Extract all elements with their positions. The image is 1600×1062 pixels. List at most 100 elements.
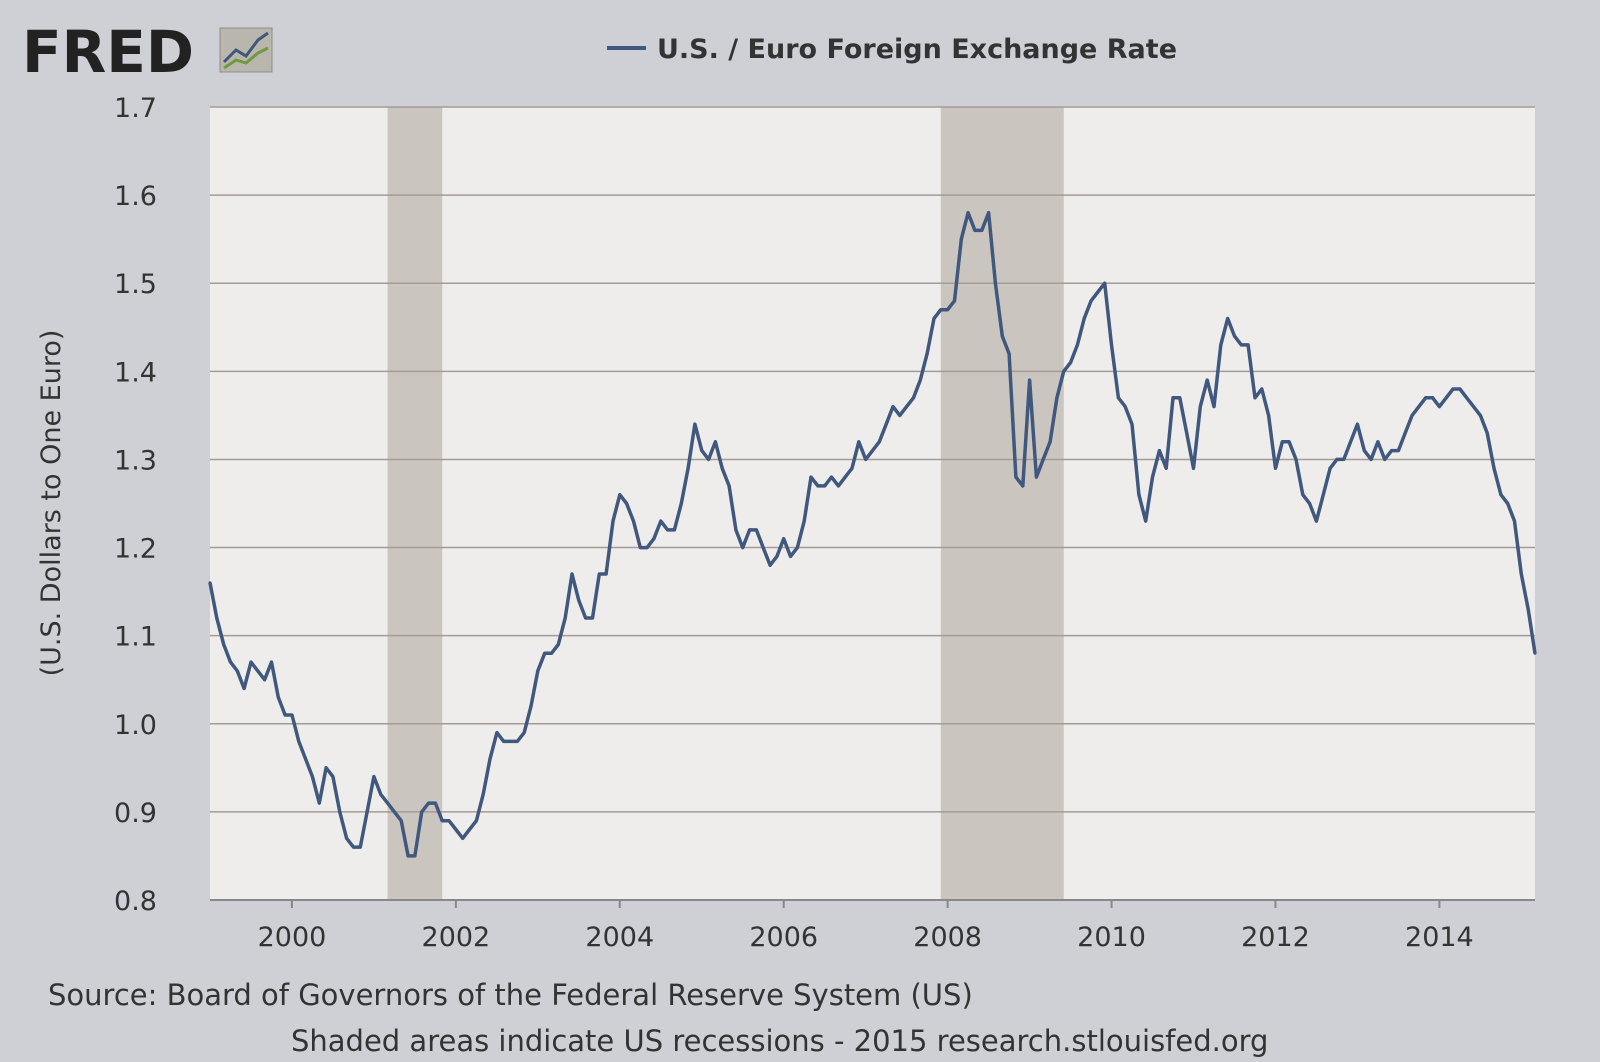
data-point [1349, 440, 1353, 444]
data-point [379, 792, 383, 796]
data-point [1157, 449, 1161, 453]
data-point [1048, 440, 1052, 444]
data-point [775, 554, 779, 558]
data-point [645, 546, 649, 550]
y-tick-label: 0.9 [114, 798, 157, 829]
y-tick-label: 0.8 [114, 886, 157, 917]
data-point [1123, 405, 1127, 409]
y-axis-ticks: 0.8 0.9 1.0 1.1 1.2 1.3 1.4 1.5 1.6 1.7 [114, 93, 157, 917]
y-tick-label: 1.0 [114, 710, 157, 741]
data-point [1075, 343, 1079, 347]
data-point [1082, 317, 1086, 320]
data-point [1034, 475, 1038, 479]
data-point [1205, 378, 1209, 382]
data-point [1472, 405, 1475, 409]
data-point [652, 537, 656, 541]
data-point [399, 819, 403, 823]
data-point [1239, 343, 1243, 347]
data-point [959, 237, 963, 241]
data-point [563, 616, 567, 620]
x-tick-label: 2002 [422, 922, 491, 953]
data-point [1069, 361, 1073, 364]
data-point [618, 493, 622, 497]
data-point [290, 713, 294, 717]
data-point [713, 440, 717, 444]
data-point [1314, 519, 1318, 523]
data-point [488, 757, 492, 761]
data-point [700, 449, 704, 453]
data-point [672, 528, 676, 532]
data-point [768, 563, 772, 567]
data-point [1041, 457, 1045, 461]
data-point [604, 572, 608, 576]
data-point [843, 475, 847, 479]
data-point [522, 731, 526, 735]
data-point [679, 502, 683, 505]
data-point [1444, 396, 1448, 400]
data-point [461, 836, 465, 840]
data-point [809, 475, 813, 479]
data-point [215, 616, 219, 620]
data-point [802, 519, 806, 523]
data-point [256, 669, 260, 673]
data-point [570, 572, 574, 576]
data-point [1492, 466, 1496, 470]
data-point [1376, 440, 1380, 444]
data-point [1485, 431, 1489, 435]
data-point [1144, 519, 1148, 523]
data-point [454, 828, 458, 831]
data-point [338, 810, 342, 814]
data-point [1253, 396, 1257, 400]
data-point [1294, 457, 1298, 461]
x-tick-label: 2012 [1241, 922, 1310, 953]
data-point [276, 695, 280, 699]
logo-text: FRED [22, 18, 194, 86]
data-point [263, 678, 267, 682]
x-tick-label: 2014 [1405, 922, 1474, 953]
source-note: Source: Board of Governors of the Federa… [48, 978, 973, 1012]
data-point [686, 466, 690, 470]
x-tick-label: 2006 [749, 922, 818, 953]
data-point [365, 810, 369, 814]
data-point [1055, 396, 1059, 400]
data-point [871, 449, 874, 453]
data-point [1362, 449, 1366, 453]
data-point [372, 775, 376, 779]
data-point [1014, 475, 1018, 479]
data-point [420, 810, 424, 814]
data-point [1287, 440, 1291, 444]
y-axis-label: (U.S. Dollars to One Euro) [36, 330, 67, 677]
data-point [638, 546, 642, 550]
data-point [734, 528, 738, 532]
data-point [1021, 484, 1025, 488]
data-point [1465, 396, 1469, 400]
data-point [474, 819, 478, 823]
y-tick-label: 1.6 [114, 181, 157, 212]
data-point [816, 484, 820, 488]
data-point [447, 819, 451, 823]
data-point [1308, 502, 1312, 505]
data-point [1335, 457, 1339, 461]
chart-title: U.S. / Euro Foreign Exchange Rate [657, 34, 1177, 65]
data-point [317, 801, 321, 805]
data-point [1178, 396, 1182, 400]
fred-logo[interactable]: FRED [22, 18, 273, 86]
data-point [1410, 413, 1414, 417]
data-point [550, 651, 553, 655]
recession-band-2 [940, 107, 1064, 900]
data-point [1198, 405, 1202, 409]
data-point [1212, 405, 1216, 409]
data-point [1437, 405, 1441, 409]
data-point [529, 704, 533, 708]
data-point [283, 713, 287, 717]
data-point [1431, 396, 1435, 400]
data-point [1185, 431, 1189, 435]
data-point [304, 757, 308, 761]
data-point [1062, 369, 1066, 373]
data-point [980, 228, 984, 232]
data-point [1513, 519, 1516, 523]
data-point [229, 660, 232, 664]
data-point [795, 546, 799, 550]
data-point [830, 475, 833, 479]
data-point [918, 378, 922, 382]
